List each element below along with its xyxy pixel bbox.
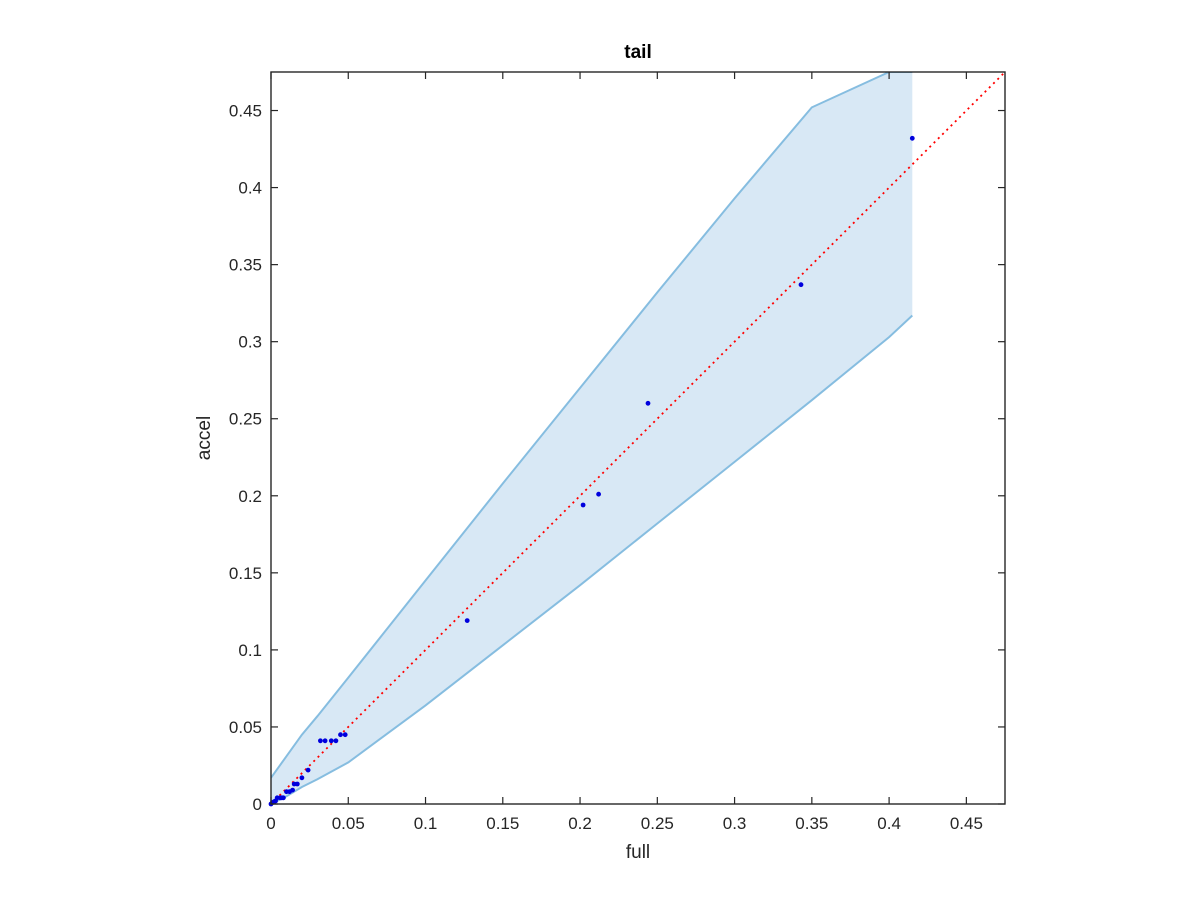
y-tick-label: 0.25 (229, 410, 262, 429)
y-tick-label: 0 (253, 795, 262, 814)
data-point (909, 135, 915, 141)
y-tick-label: 0.3 (238, 333, 262, 352)
axes (270, 71, 1006, 805)
y-tick-label: 0.35 (229, 256, 262, 275)
data-point (580, 502, 586, 508)
data-point (645, 400, 651, 406)
data-point (290, 787, 295, 793)
data-point (322, 738, 328, 744)
y-tick-label: 0.05 (229, 718, 262, 737)
chart-title: tail (624, 42, 651, 63)
data-point (318, 738, 323, 744)
band-upper-edge (271, 72, 913, 779)
x-tick-label: 0.45 (950, 814, 983, 833)
y-tick-label: 0.4 (238, 179, 262, 198)
data-point (281, 795, 286, 801)
y-axis-ticks: 0 0.05 0.1 0.15 0.2 0.25 0.3 0.35 0.4 0.45 (229, 102, 1005, 814)
data-point (294, 781, 300, 787)
x-tick-label: 0.1 (414, 814, 438, 833)
y-tick-label: 0.15 (229, 564, 262, 583)
data-point (798, 282, 804, 288)
x-tick-label: 0.15 (486, 814, 519, 833)
x-tick-label: 0.25 (641, 814, 674, 833)
x-tick-label: 0.05 (332, 814, 365, 833)
y-tick-label: 0.1 (238, 641, 262, 660)
band-lower-edge (271, 314, 913, 804)
x-tick-label: 0.35 (795, 814, 828, 833)
data-point (338, 732, 343, 738)
data-point (299, 775, 305, 781)
y-tick-label: 0.45 (229, 102, 262, 121)
x-tick-label: 0.2 (568, 814, 592, 833)
x-axis-ticks: 0 0.05 0.1 0.15 0.2 0.25 0.3 0.35 0.4 0.45 (266, 72, 983, 833)
data-point (328, 738, 334, 744)
axes-box (270, 71, 1006, 805)
data-point (342, 732, 348, 738)
data-point (305, 767, 311, 773)
y-axis-label: accel (194, 416, 215, 460)
band-fill (271, 72, 913, 804)
x-axis-label: full (626, 842, 650, 863)
data-point (333, 738, 339, 744)
data-point (596, 491, 601, 497)
x-tick-label: 0 (266, 814, 275, 833)
x-tick-label: 0.4 (877, 814, 901, 833)
y-tick-label: 0.2 (238, 487, 262, 506)
confidence-band (271, 72, 913, 804)
data-point (464, 618, 470, 623)
x-tick-label: 0.3 (723, 814, 747, 833)
